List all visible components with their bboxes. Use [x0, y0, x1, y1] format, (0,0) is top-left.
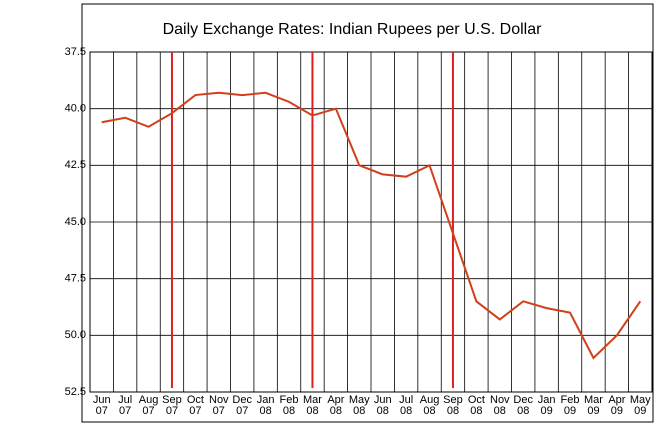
x-tick-label: Feb: [561, 394, 580, 406]
x-tick-year: 08: [494, 405, 506, 417]
x-tick-label: Jul: [118, 394, 132, 406]
x-tick-year: 08: [423, 405, 435, 417]
x-tick-label: Jun: [93, 394, 111, 406]
x-tick-label: Feb: [280, 394, 299, 406]
x-tick-label: Nov: [490, 394, 510, 406]
y-tick-label: 40.0: [65, 103, 86, 115]
x-tick-year: 09: [564, 405, 576, 417]
y-tick-label: 37.5: [65, 46, 86, 58]
x-tick-year: 08: [470, 405, 482, 417]
x-tick-year: 08: [260, 405, 272, 417]
series-line: [101, 91, 642, 360]
x-tick-label: Jun: [374, 394, 392, 406]
x-tick-label: May: [630, 394, 651, 406]
x-tick-year: 08: [447, 405, 459, 417]
x-tick-year: 07: [166, 405, 178, 417]
x-tick-year: 07: [213, 405, 225, 417]
x-tick-label: Mar: [584, 394, 603, 406]
x-tick-label: Aug: [420, 394, 440, 406]
x-tick-label: Nov: [209, 394, 229, 406]
x-tick-label: Jan: [257, 394, 275, 406]
y-tick-label: 52.5: [65, 386, 86, 398]
x-tick-label: Apr: [608, 394, 625, 406]
x-tick-label: May: [349, 394, 370, 406]
x-tick-year: 07: [119, 405, 131, 417]
x-tick-year: 09: [541, 405, 553, 417]
x-tick-label: Dec: [513, 394, 533, 406]
x-tick-label: Sep: [443, 394, 463, 406]
y-tick-label: 50.0: [65, 329, 86, 341]
x-tick-year: 08: [517, 405, 529, 417]
x-tick-label: Aug: [139, 394, 159, 406]
x-tick-label: Apr: [327, 394, 344, 406]
x-tick-year: 07: [142, 405, 154, 417]
x-tick-label: Jan: [538, 394, 556, 406]
x-tick-label: Oct: [187, 394, 204, 406]
x-tick-label: Dec: [232, 394, 252, 406]
x-tick-year: 08: [283, 405, 295, 417]
chart-border: [81, 3, 654, 423]
x-tick-label: Oct: [468, 394, 485, 406]
x-tick-label: Mar: [303, 394, 322, 406]
y-tick-label: 45.0: [65, 216, 86, 228]
y-tick-label: 47.5: [65, 273, 86, 285]
x-tick-year: 07: [96, 405, 108, 417]
y-tick-label: 42.5: [65, 159, 86, 171]
x-tick-label: Sep: [162, 394, 182, 406]
x-tick-year: 07: [189, 405, 201, 417]
x-tick-year: 08: [400, 405, 412, 417]
x-tick-label: Jul: [399, 394, 413, 406]
x-tick-year: 08: [353, 405, 365, 417]
x-tick-year: 07: [236, 405, 248, 417]
x-tick-year: 09: [587, 405, 599, 417]
chart-title: Daily Exchange Rates: Indian Rupees per …: [163, 21, 543, 38]
x-tick-year: 08: [330, 405, 342, 417]
x-tick-year: 09: [634, 405, 646, 417]
x-tick-year: 08: [377, 405, 389, 417]
x-tick-year: 08: [306, 405, 318, 417]
x-tick-year: 09: [611, 405, 623, 417]
